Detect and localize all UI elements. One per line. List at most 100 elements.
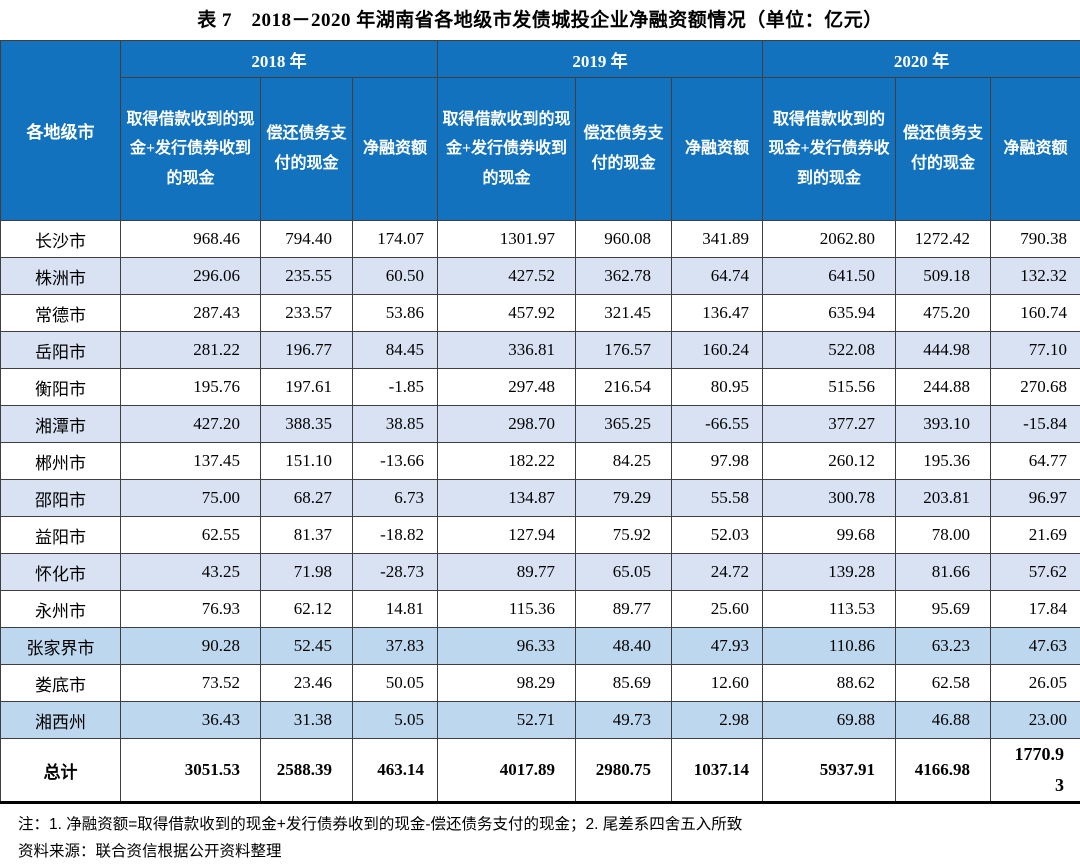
table-notes: 注：1. 净融资额=取得借款收到的现金+发行债券收到的现金-偿还债务支付的现金；…: [0, 804, 1080, 865]
city-cell: 衡阳市: [1, 369, 121, 406]
value-cell: 97.98: [672, 443, 763, 480]
value-cell: 78.00: [896, 517, 991, 554]
city-cell: 株洲市: [1, 258, 121, 295]
value-cell: 84.25: [576, 443, 672, 480]
value-cell: -18.82: [353, 517, 438, 554]
value-cell: 641.50: [763, 258, 896, 295]
net-financing-table: 各地级市 2018 年 2019 年 2020 年 取得借款收到的现金+发行债券…: [0, 40, 1080, 804]
total-value-cell: 4017.89: [438, 739, 576, 803]
sub-header-cash-in-2018: 取得借款收到的现金+发行债券收到的现金: [121, 78, 261, 221]
value-cell: 38.85: [353, 406, 438, 443]
value-cell: 2062.80: [763, 221, 896, 258]
value-cell: 47.93: [672, 628, 763, 665]
sub-header-row: 取得借款收到的现金+发行债券收到的现金 偿还债务支付的现金 净融资额 取得借款收…: [1, 78, 1080, 221]
value-cell: 53.86: [353, 295, 438, 332]
value-cell: 24.72: [672, 554, 763, 591]
year-header-2020: 2020 年: [763, 41, 1080, 78]
value-cell: 176.57: [576, 332, 672, 369]
value-cell: 377.27: [763, 406, 896, 443]
value-cell: 47.63: [991, 628, 1080, 665]
value-cell: 37.83: [353, 628, 438, 665]
value-cell: -28.73: [353, 554, 438, 591]
value-cell: 794.40: [261, 221, 353, 258]
value-cell: 23.00: [991, 702, 1080, 739]
value-cell: 115.36: [438, 591, 576, 628]
value-cell: 127.94: [438, 517, 576, 554]
value-cell: 300.78: [763, 480, 896, 517]
value-cell: 63.23: [896, 628, 991, 665]
value-cell: 48.40: [576, 628, 672, 665]
total-value-cell: 5937.91: [763, 739, 896, 803]
value-cell: 79.29: [576, 480, 672, 517]
value-cell: 55.58: [672, 480, 763, 517]
value-cell: 90.28: [121, 628, 261, 665]
value-cell: 297.48: [438, 369, 576, 406]
value-cell: 75.92: [576, 517, 672, 554]
value-cell: 298.70: [438, 406, 576, 443]
value-cell: 98.29: [438, 665, 576, 702]
value-cell: 139.28: [763, 554, 896, 591]
value-cell: 60.50: [353, 258, 438, 295]
value-cell: 151.10: [261, 443, 353, 480]
value-cell: 233.57: [261, 295, 353, 332]
value-cell: 457.92: [438, 295, 576, 332]
sub-header-net-2019: 净融资额: [672, 78, 763, 221]
value-cell: 968.46: [121, 221, 261, 258]
value-cell: 195.36: [896, 443, 991, 480]
value-cell: 12.60: [672, 665, 763, 702]
value-cell: 160.74: [991, 295, 1080, 332]
value-cell: 260.12: [763, 443, 896, 480]
value-cell: -15.84: [991, 406, 1080, 443]
value-cell: 52.03: [672, 517, 763, 554]
value-cell: 235.55: [261, 258, 353, 295]
value-cell: 244.88: [896, 369, 991, 406]
value-cell: 57.62: [991, 554, 1080, 591]
value-cell: 71.98: [261, 554, 353, 591]
value-cell: 62.58: [896, 665, 991, 702]
value-cell: 43.25: [121, 554, 261, 591]
value-cell: 17.84: [991, 591, 1080, 628]
value-cell: 270.68: [991, 369, 1080, 406]
value-cell: 287.43: [121, 295, 261, 332]
value-cell: 81.66: [896, 554, 991, 591]
value-cell: 75.00: [121, 480, 261, 517]
city-cell: 湘西州: [1, 702, 121, 739]
value-cell: 52.71: [438, 702, 576, 739]
sub-header-net-2020: 净融资额: [991, 78, 1080, 221]
value-cell: 296.06: [121, 258, 261, 295]
city-cell: 怀化市: [1, 554, 121, 591]
value-cell: 321.45: [576, 295, 672, 332]
value-cell: 52.45: [261, 628, 353, 665]
value-cell: 790.38: [991, 221, 1080, 258]
value-cell: 23.46: [261, 665, 353, 702]
total-value-cell: 1770.93: [991, 739, 1080, 803]
value-cell: 362.78: [576, 258, 672, 295]
total-value-cell: 4166.98: [896, 739, 991, 803]
value-cell: 25.60: [672, 591, 763, 628]
value-cell: 36.43: [121, 702, 261, 739]
value-cell: 960.08: [576, 221, 672, 258]
value-cell: 31.38: [261, 702, 353, 739]
value-cell: 110.86: [763, 628, 896, 665]
value-cell: 388.35: [261, 406, 353, 443]
value-cell: -66.55: [672, 406, 763, 443]
value-cell: 99.68: [763, 517, 896, 554]
value-cell: 95.69: [896, 591, 991, 628]
value-cell: 635.94: [763, 295, 896, 332]
value-cell: 85.69: [576, 665, 672, 702]
value-cell: 341.89: [672, 221, 763, 258]
value-cell: 62.12: [261, 591, 353, 628]
value-cell: 49.73: [576, 702, 672, 739]
value-cell: 393.10: [896, 406, 991, 443]
value-cell: -13.66: [353, 443, 438, 480]
value-cell: 216.54: [576, 369, 672, 406]
sub-header-repay-2019: 偿还债务支付的现金: [576, 78, 672, 221]
city-cell: 益阳市: [1, 517, 121, 554]
